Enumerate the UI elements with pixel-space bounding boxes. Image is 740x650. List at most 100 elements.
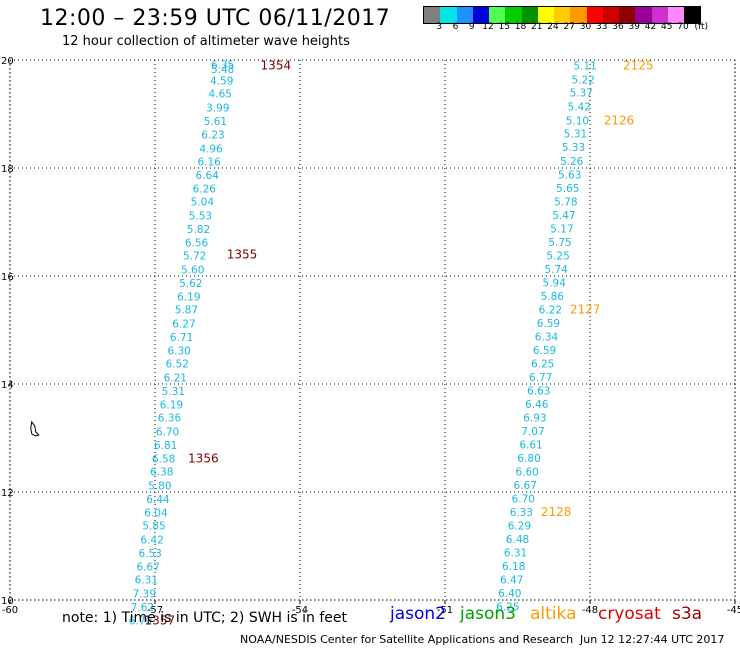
swh-value: 7.39 bbox=[133, 589, 156, 601]
time-label: 2127 bbox=[570, 302, 601, 316]
swh-value: 6.60 bbox=[515, 466, 538, 478]
time-label: 2128 bbox=[541, 505, 572, 519]
swh-value: 6.35 bbox=[211, 59, 234, 71]
color-scale-label: 24 bbox=[547, 22, 559, 32]
swh-value: 7.62 bbox=[131, 602, 154, 614]
swh-value: 6.80 bbox=[517, 453, 540, 465]
swh-value: 5.80 bbox=[148, 481, 171, 493]
swh-value: 6.93 bbox=[523, 412, 546, 424]
time-label: 2126 bbox=[604, 113, 635, 127]
swh-value: 6.27 bbox=[172, 319, 195, 331]
color-swatch bbox=[537, 7, 554, 23]
satellite-track-jason3: 6.355.484.594.65 3.995.61 6.23 4.966.166.64… bbox=[129, 58, 291, 627]
swh-value: 6.48 bbox=[506, 534, 529, 546]
time-label: 2125 bbox=[623, 58, 654, 72]
swh-value: 5.22 bbox=[572, 74, 595, 86]
swh-value: 6.33 bbox=[510, 507, 533, 519]
page-subtitle: 12 hour collection of altimeter wave hei… bbox=[62, 34, 350, 49]
swh-value: 6.38 bbox=[150, 466, 173, 478]
longitude-tick-label: -45 bbox=[727, 605, 740, 616]
swh-value: 4.96 bbox=[199, 144, 223, 156]
page-title: 12:00 – 23:59 UTC 06/11/2017 bbox=[40, 6, 391, 31]
color-scale-label: 18 bbox=[514, 22, 527, 32]
swh-value: 5.47 bbox=[552, 210, 575, 222]
swh-value: 4.65 bbox=[209, 88, 232, 100]
latitude-tick-label: 10 bbox=[1, 596, 14, 607]
time-label: 1356 bbox=[188, 452, 219, 466]
color-swatch bbox=[651, 7, 668, 23]
swh-value: 6.61 bbox=[519, 439, 542, 451]
longitude-tick-label: -54 bbox=[292, 605, 308, 616]
color-scale-label: 39 bbox=[628, 22, 640, 32]
swh-value: 6.44 bbox=[146, 494, 170, 506]
swh-value: 6.64 bbox=[196, 170, 220, 182]
time-label: 1355 bbox=[227, 247, 258, 261]
swh-value: 6.18 bbox=[502, 561, 525, 573]
swh-value: 6.46 bbox=[525, 399, 549, 411]
plot-border bbox=[9, 59, 736, 601]
color-scale-label: (ft) bbox=[694, 22, 709, 32]
swh-value: 6.63 bbox=[527, 385, 550, 397]
island-outline bbox=[30, 420, 40, 437]
swh-value: 6.26 bbox=[193, 184, 217, 196]
longitude-tick-label: -48 bbox=[582, 605, 598, 616]
swh-value: 6.30 bbox=[167, 346, 190, 358]
swh-value: 6.52 bbox=[166, 358, 189, 370]
swh-value: 6.36 bbox=[158, 412, 182, 424]
swh-value: 6.22 bbox=[539, 304, 562, 316]
swh-value: 5.60 bbox=[181, 265, 204, 277]
swh-value: 5.31 bbox=[564, 128, 587, 140]
swh-value: 5.65 bbox=[556, 183, 579, 195]
swh-value: 6.19 bbox=[160, 400, 183, 412]
swh-value: 5.26 bbox=[560, 156, 584, 168]
color-scale-label: 15 bbox=[498, 22, 510, 32]
swh-value: 5.37 bbox=[570, 87, 593, 99]
longitude-tick-label: -57 bbox=[147, 605, 163, 616]
swh-value: 6.31 bbox=[135, 574, 158, 586]
color-swatch bbox=[635, 7, 652, 23]
latitude-tick-label: 16 bbox=[1, 272, 14, 283]
swh-value: 5.10 bbox=[566, 115, 589, 127]
swh-value: 6.59 bbox=[533, 345, 556, 357]
legend-altika: altika bbox=[530, 604, 577, 624]
legend-cryosat: cryosat bbox=[598, 604, 661, 624]
swh-value: 5.74 bbox=[544, 264, 568, 276]
swh-value: 7.07 bbox=[521, 426, 544, 438]
swh-value: 6.71 bbox=[170, 332, 193, 344]
swh-value: 6.04 bbox=[144, 508, 168, 520]
color-swatch bbox=[684, 7, 701, 23]
longitude-tick-label: -60 bbox=[2, 605, 18, 616]
color-swatch bbox=[489, 7, 506, 23]
swh-value: 5.33 bbox=[562, 142, 585, 154]
legend-s3a: s3a bbox=[672, 604, 703, 624]
swh-value: 5.87 bbox=[175, 304, 198, 316]
color-scale-label: 12 bbox=[482, 22, 494, 32]
swh-value: 5.63 bbox=[558, 169, 581, 181]
footer-note: note: 1) Time is in UTC; 2) SWH is in fe… bbox=[62, 610, 348, 626]
coastline-island bbox=[30, 420, 40, 437]
swh-value: 6.29 bbox=[508, 520, 531, 532]
graticule-grid bbox=[9, 59, 736, 601]
swh-value: 6.25 bbox=[531, 358, 554, 370]
satellite-tracks: 6.355.484.594.65 3.995.61 6.23 4.966.166.64… bbox=[129, 58, 654, 627]
longitude-tick-label: -51 bbox=[437, 605, 453, 616]
color-scale-label: 42 bbox=[644, 22, 657, 32]
swh-value: 6.42 bbox=[140, 535, 163, 547]
time-label: 1354 bbox=[261, 58, 292, 72]
credit-text: NOAA/NESDIS Center for Satellite Applica… bbox=[240, 633, 574, 646]
color-scale-label: 45 bbox=[661, 22, 673, 32]
color-swatch bbox=[667, 7, 684, 23]
legend-jason3: jason3 bbox=[460, 604, 516, 624]
color-swatch bbox=[586, 7, 603, 23]
swh-value: 5.86 bbox=[541, 291, 565, 303]
swh-value: 6.67 bbox=[137, 562, 160, 574]
swh-value: 5.78 bbox=[554, 196, 577, 208]
color-swatch bbox=[440, 7, 457, 23]
swh-value: 5.17 bbox=[550, 223, 573, 235]
swh-value: 5.85 bbox=[142, 520, 165, 532]
generated-timestamp: Jun 12 12:27:44 UTC 2017 bbox=[580, 633, 725, 646]
latitude-tick-label: 20 bbox=[1, 56, 14, 67]
swh-value: 5.48 bbox=[211, 64, 234, 76]
